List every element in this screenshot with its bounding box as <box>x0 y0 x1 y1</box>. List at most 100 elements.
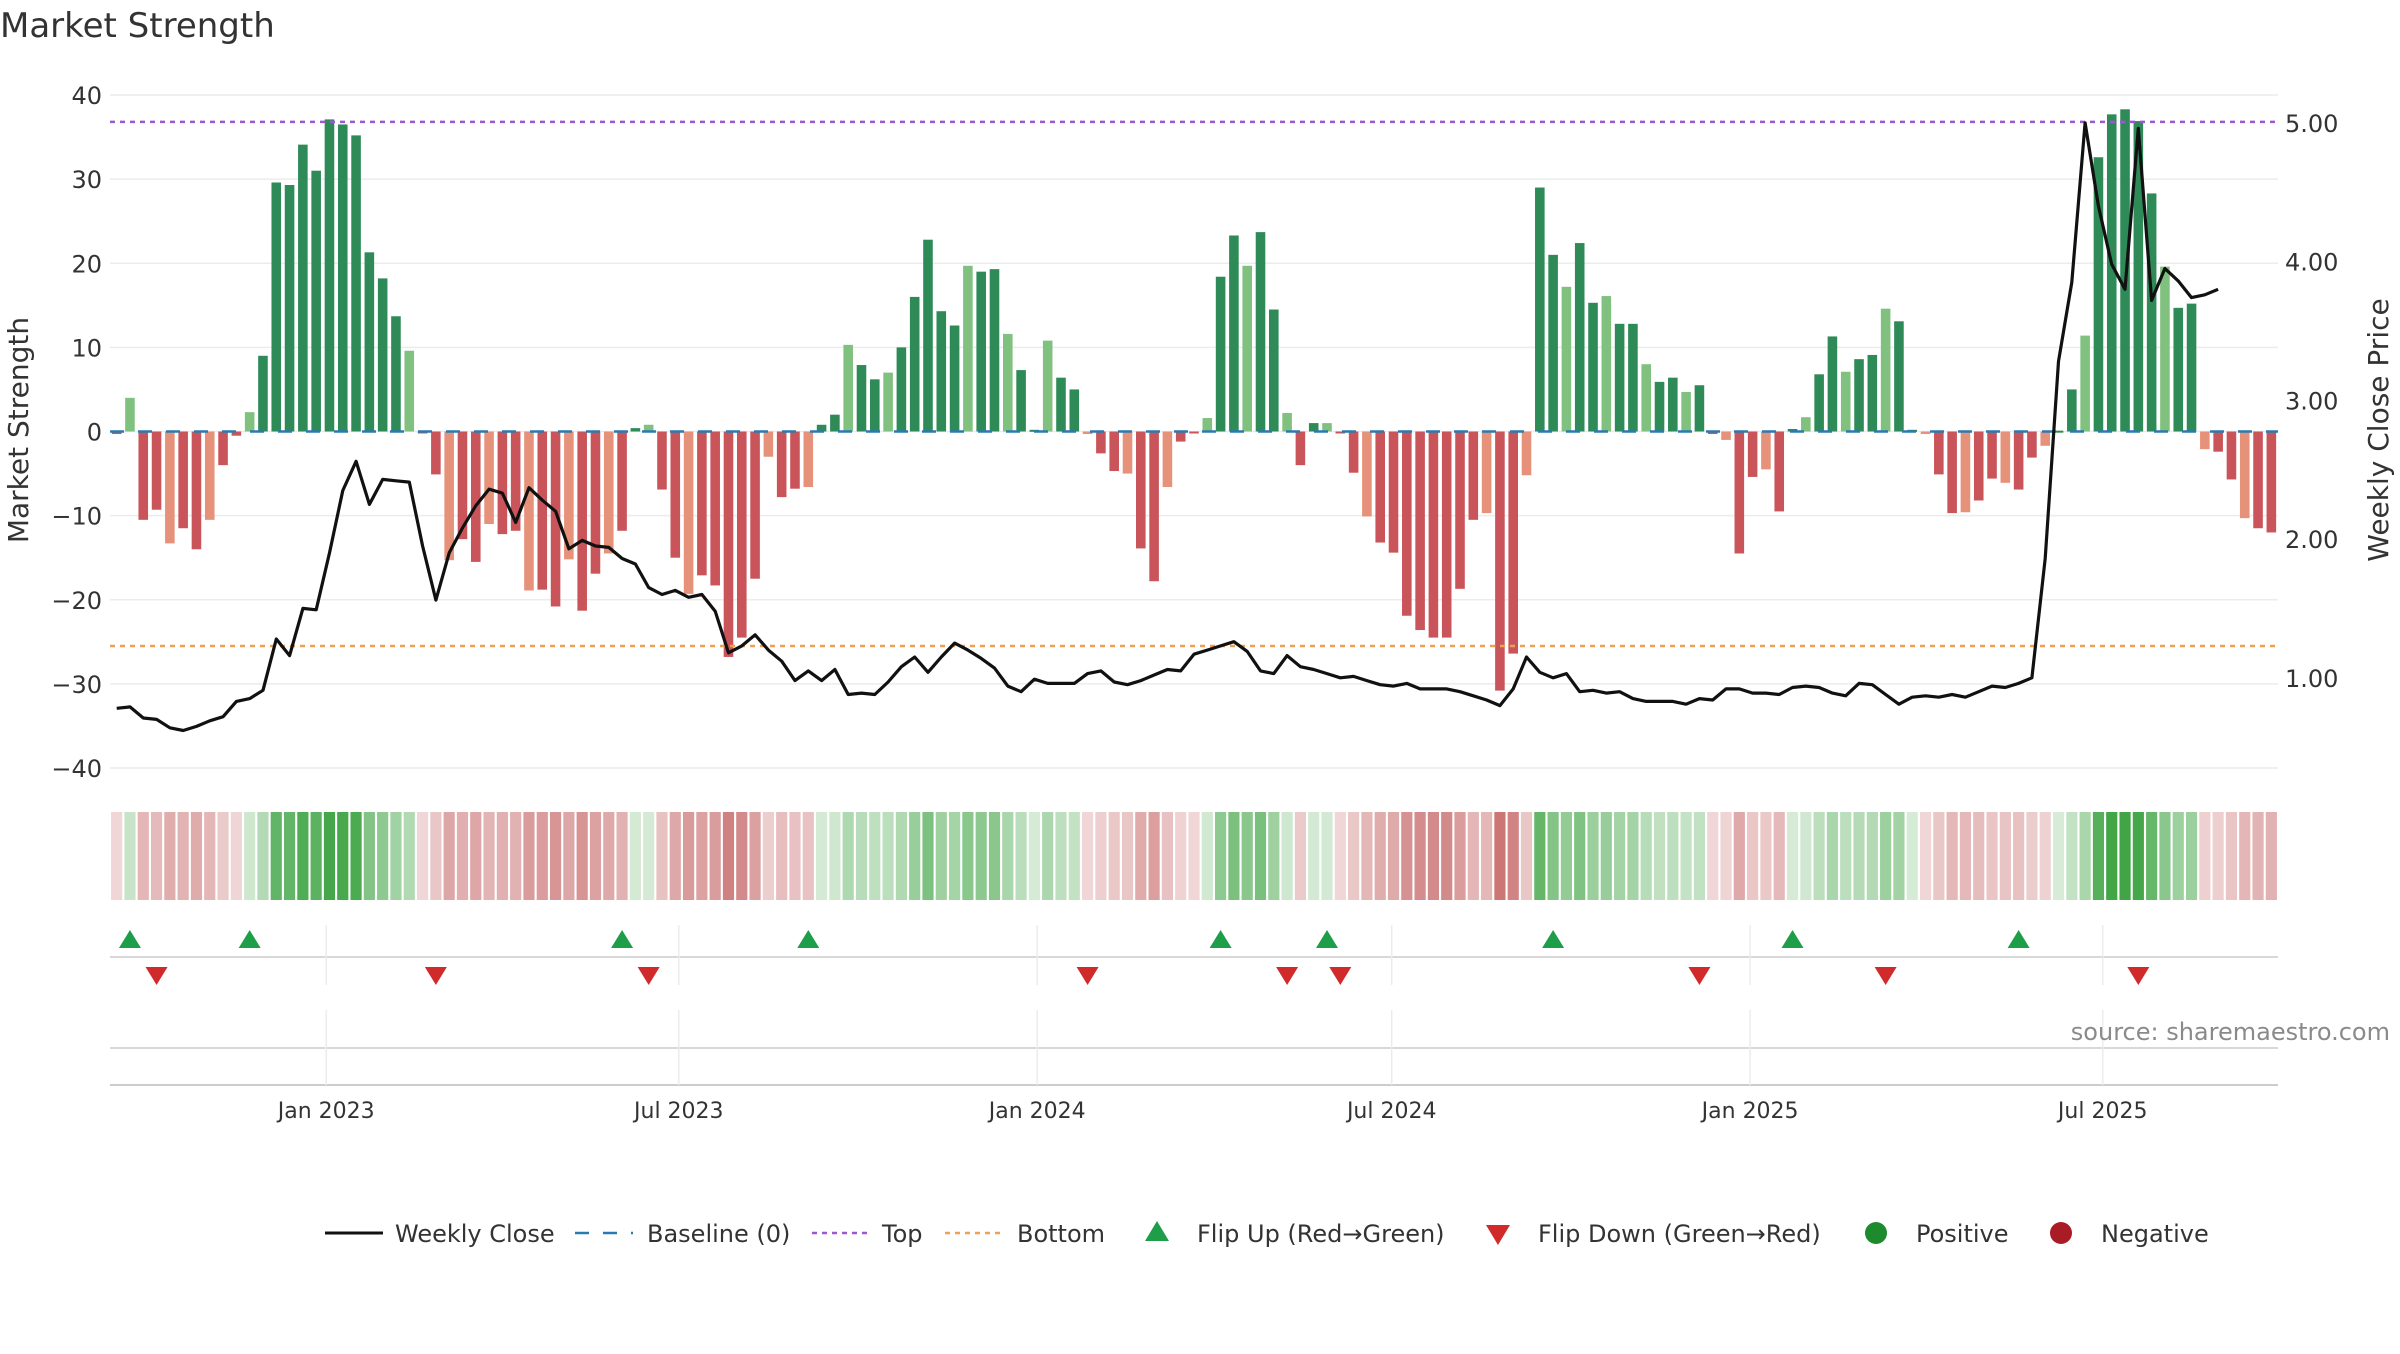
strip-cell <box>230 812 242 900</box>
strip-cell <box>1614 812 1626 900</box>
strength-bar <box>643 424 654 432</box>
strip-cell <box>962 812 974 900</box>
strip-cell <box>1148 812 1160 900</box>
strip-cell <box>1574 812 1586 900</box>
strip-cell <box>2185 812 2198 900</box>
strip-cell <box>510 812 522 900</box>
strip-cell <box>1680 812 1692 900</box>
strip-cell <box>1228 812 1240 900</box>
strip-cell <box>2199 812 2211 900</box>
legend-baseline-label: Baseline (0) <box>647 1220 790 1248</box>
strip-cell <box>1095 812 1107 900</box>
strip-cell <box>1627 812 1639 900</box>
strip-cell <box>749 812 761 900</box>
strength-bar <box>2040 431 2051 446</box>
strength-bar <box>1747 431 1758 477</box>
strip-cell <box>1308 812 1320 900</box>
strip-cell <box>1773 812 1785 900</box>
y-tick-left-label: 40 <box>71 82 102 110</box>
strength-bar <box>949 325 960 432</box>
strength-bar <box>1308 423 1319 432</box>
y-axis-left-label: Market Strength <box>2 317 35 543</box>
strength-bar <box>1521 431 1532 476</box>
strip-cell <box>1520 812 1533 900</box>
chart-title: Market Strength <box>0 6 275 46</box>
y-tick-left-label: −30 <box>51 671 102 699</box>
strip-cell <box>1600 812 1612 900</box>
strength-bar <box>976 271 986 432</box>
strip-cell <box>270 812 282 900</box>
strength-bar <box>1455 431 1465 589</box>
strip-cell <box>1786 812 1799 900</box>
strip-cell <box>776 812 788 900</box>
legend-top-label: Top <box>881 1220 923 1248</box>
strip-cell <box>1161 812 1173 900</box>
y-ticks-right: 5.00 4.00 3.00 2.00 1.00 <box>2285 110 2338 693</box>
strip-cell <box>1933 812 1945 900</box>
y-tick-right-label: 5.00 <box>2285 110 2338 138</box>
strip-cell <box>988 812 1001 900</box>
strength-bar <box>1880 308 1891 432</box>
strength-bar <box>1694 385 1705 432</box>
strip-cell <box>1560 812 1573 900</box>
strip-cell <box>350 812 362 900</box>
strength-bar <box>790 431 800 489</box>
strength-bar <box>617 431 627 531</box>
strip-cell <box>496 812 508 900</box>
strip-cell <box>762 812 774 900</box>
flip-down-marker <box>424 967 447 985</box>
strength-bar <box>1362 431 1372 517</box>
y-tick-left-label: 10 <box>71 334 102 362</box>
strength-bar <box>1947 431 1957 514</box>
strength-bar <box>963 265 973 432</box>
strip-cell <box>736 812 748 900</box>
strip-cell <box>1467 812 1479 900</box>
strength-bar <box>1814 374 1824 432</box>
flip-up-marker <box>238 930 261 948</box>
strength-bar <box>1734 431 1745 554</box>
strength-bar <box>1402 431 1412 616</box>
strip-cell <box>895 812 907 900</box>
strength-bar <box>1495 431 1505 691</box>
strip-cell <box>430 812 442 900</box>
strength-bar <box>351 135 361 432</box>
legend-flip-up-label: Flip Up (Red→Green) <box>1197 1220 1445 1248</box>
strip-cell <box>297 812 309 900</box>
strength-bar <box>2160 266 2170 432</box>
strip-cell <box>1973 812 1985 900</box>
strip-cell <box>1254 812 1267 900</box>
y-tick-right-label: 3.00 <box>2285 387 2338 415</box>
flip-up-marker <box>1542 930 1565 948</box>
strength-bar <box>1042 340 1053 432</box>
strength-bar <box>1096 431 1106 454</box>
strip-cell <box>1361 812 1373 900</box>
strip-cell <box>2119 812 2131 900</box>
flip-up-marker <box>1316 930 1339 948</box>
strength-bar <box>377 278 388 432</box>
strip-cell <box>1999 812 2011 900</box>
strip-cell <box>150 812 163 900</box>
strip-cell <box>696 812 708 900</box>
strip-cell <box>1747 812 1759 900</box>
strength-bar <box>1175 431 1186 442</box>
strength-bar <box>2000 431 2011 483</box>
strength-bar <box>1295 431 1306 466</box>
flip-down-marker <box>637 967 660 985</box>
strength-bar <box>803 431 814 488</box>
strength-bar <box>1136 431 1146 549</box>
source-label: source: sharemaestro.com <box>2071 1018 2390 1046</box>
y-ticks-left: 40 30 20 10 0 −10 −20 −30 −40 <box>51 82 102 783</box>
strip-cell <box>789 812 801 900</box>
strength-bar <box>2226 431 2237 480</box>
strip-cell <box>1667 812 1679 900</box>
strip-cell <box>1042 812 1054 900</box>
strength-bar <box>1242 265 1252 432</box>
strength-bar <box>830 414 840 432</box>
flip-down-marker <box>145 967 168 985</box>
strip-cell <box>2172 812 2184 900</box>
strip-cell <box>1387 812 1400 900</box>
strip-cell <box>1055 812 1067 900</box>
y-tick-left-label: −20 <box>51 587 102 615</box>
strength-bar <box>1441 431 1452 638</box>
legend-weekly-close-label: Weekly Close <box>395 1220 555 1248</box>
